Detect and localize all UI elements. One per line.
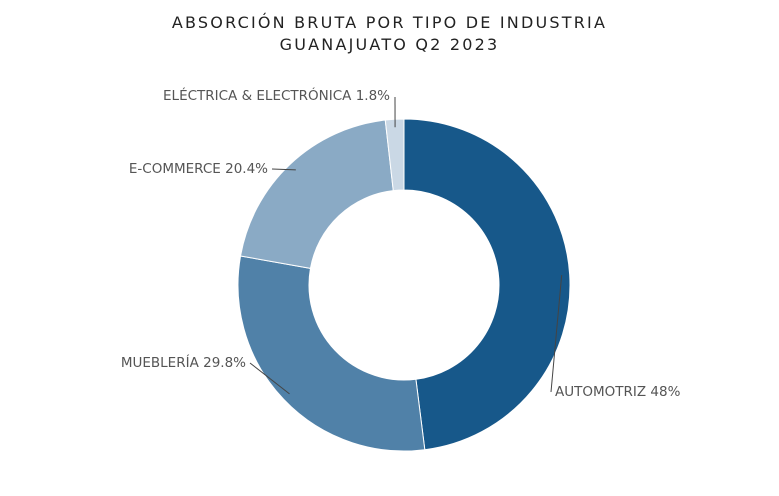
leader-line [550,275,563,393]
chart-subtitle-line: GUANAJUATO Q2 2023 [279,35,500,54]
slice-el-ctrica-electr-nica [384,118,405,192]
slice-label: ELÉCTRICA & ELECTRÓNICA 1.8% [163,86,390,104]
slice-label: E-COMMERCE 20.4% [129,161,268,177]
donut-slices [237,118,571,452]
slice-label: MUEBLERÍA 29.8% [121,354,246,371]
slice-automotriz [403,118,571,451]
slice-labels: AUTOMOTRIZ 48% MUEBLERÍA 29.8% E-COMMERCE … [121,86,681,400]
slice-e-commerce [239,119,394,269]
leader-line [249,362,290,395]
chart-title-line: ABSORCIÓN BRUTA POR TIPO DE INDUSTRIA [171,13,608,32]
chart-title: ABSORCIÓN BRUTA POR TIPO DE INDUSTRIA GU… [0,12,779,56]
slice-label: AUTOMOTRIZ 48% [555,384,681,400]
slice-muebler-a [237,255,426,452]
leader-line [271,168,296,171]
